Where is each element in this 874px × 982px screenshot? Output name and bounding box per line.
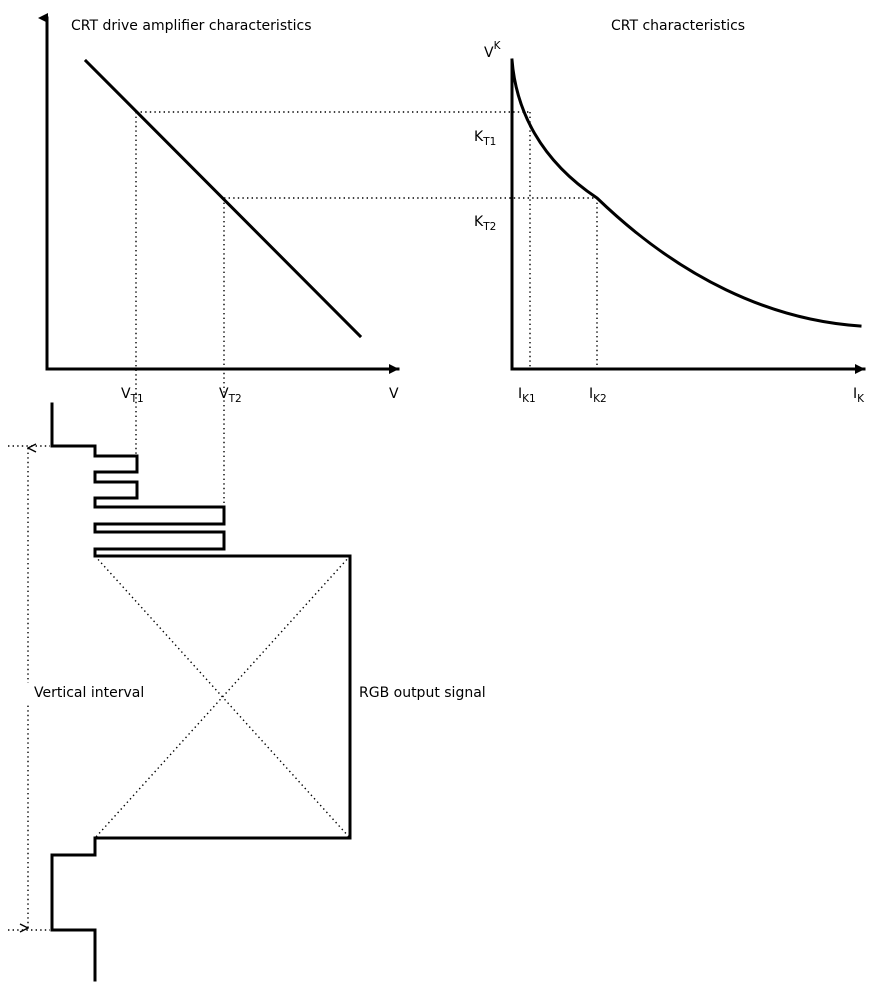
v-t2-label: VT2 [219, 386, 242, 405]
amp-transfer-line [83, 58, 363, 339]
crt-chart-title: CRT characteristics [611, 18, 745, 34]
v-t1-label: VT1 [121, 386, 144, 405]
vertical-interval-dimension: Vertical interval [8, 446, 144, 930]
vi-label-backdrop [22, 683, 138, 703]
k-t1-label: KT1 [474, 129, 496, 148]
i-k1-label: IK1 [518, 386, 536, 405]
vertical-interval-label: Vertical interval [34, 685, 144, 701]
amp-chart-title: CRT drive amplifier characteristics [71, 18, 311, 34]
projection-lines [135, 111, 598, 506]
rgb-output-signal [50, 402, 352, 982]
crt-curve [510, 58, 862, 328]
i-k2-label: IK2 [589, 386, 607, 405]
rgb-output-label: RGB output signal [359, 685, 486, 701]
v-k-label: VK [484, 40, 502, 61]
amplifier-chart: CRT drive amplifier characteristics VT1 … [38, 13, 400, 405]
k-t2-label: KT2 [474, 214, 496, 233]
v-axis-label: V [389, 386, 399, 402]
i-k-label: IK [853, 386, 865, 405]
rgb-waveform: RGB output signal [50, 402, 486, 982]
crt-chart: CRT characteristics VK KT1 KT2 IK1 IK2 I… [474, 18, 866, 405]
